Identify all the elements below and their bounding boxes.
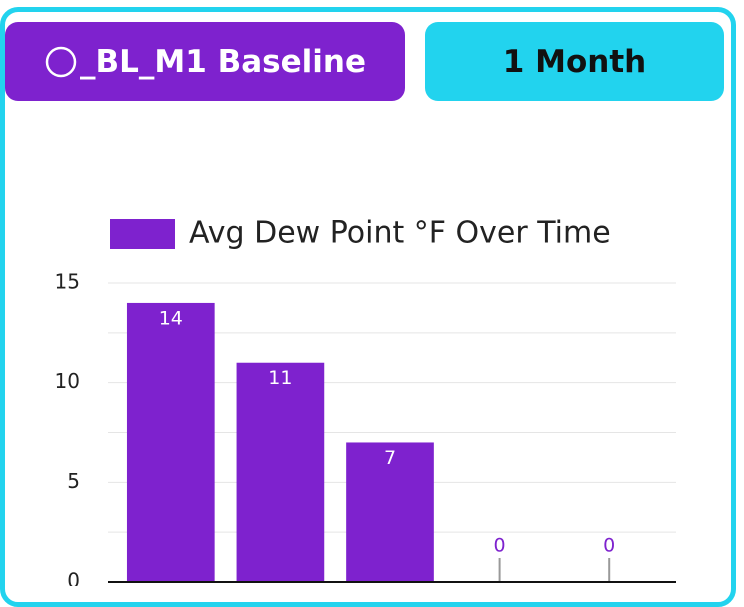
station-label: _BL_M1 Baseline — [80, 43, 366, 80]
data-label: 11 — [268, 367, 292, 389]
circle-icon — [45, 46, 77, 77]
bar — [126, 302, 215, 582]
data-label: 0 — [603, 535, 615, 557]
y-tick-label: 5 — [67, 469, 80, 493]
data-label: 7 — [384, 447, 396, 469]
y-tick-label: 15 — [55, 270, 80, 294]
period-button[interactable]: 1 Month — [425, 22, 724, 101]
y-tick-label: 10 — [55, 369, 80, 393]
period-label: 1 Month — [502, 43, 647, 80]
y-tick-label: 0 — [67, 569, 80, 587]
data-label: 14 — [159, 307, 183, 329]
legend-label: Avg Dew Point °F Over Time — [189, 216, 611, 251]
legend-swatch — [110, 219, 175, 249]
chart: Avg Dew Point °F Over Time 0 5 10 15 14 11 7 0 0 — [55, 216, 676, 587]
bar — [346, 442, 434, 582]
bar — [236, 362, 325, 582]
station-button[interactable]: _BL_M1 Baseline — [5, 22, 405, 101]
data-label: 0 — [494, 535, 506, 557]
